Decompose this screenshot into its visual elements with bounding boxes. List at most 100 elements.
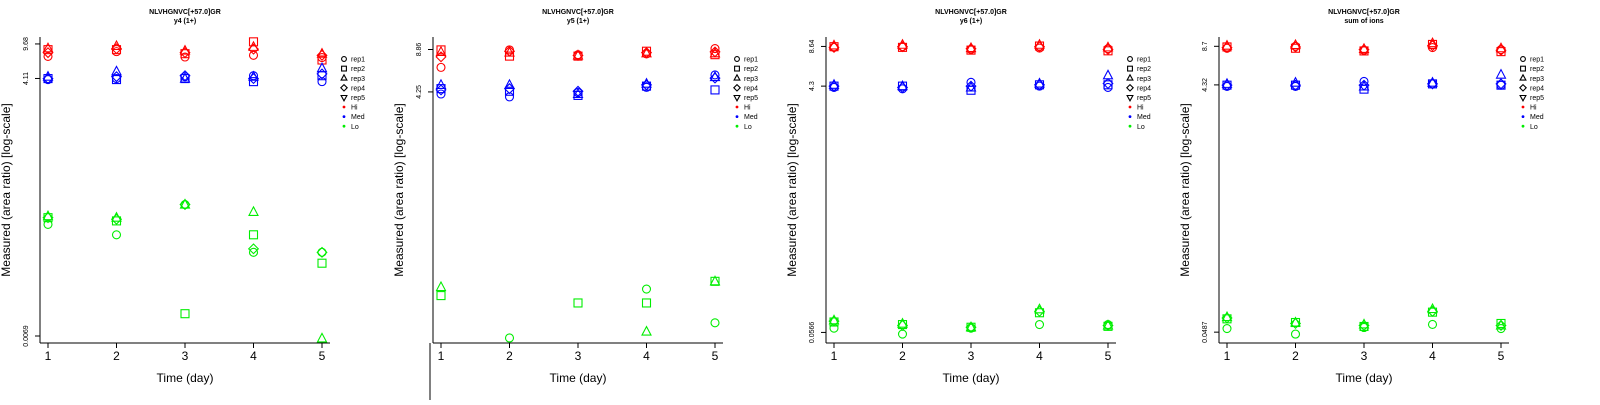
data-point-lo-rep4 xyxy=(316,246,328,258)
data-point-med-rep4 xyxy=(896,81,909,94)
y-tick-label: 4.32 xyxy=(1202,78,1209,92)
legend-label: Hi xyxy=(351,105,358,112)
x-axis-label: Time (day) xyxy=(943,371,1000,385)
data-point-hi-rep4 xyxy=(896,41,909,53)
x-tick-label: 4 xyxy=(643,349,650,363)
legend-symbol-rep5 xyxy=(733,94,741,102)
legend-symbol-rep5 xyxy=(1126,94,1134,102)
x-tick-label: 2 xyxy=(113,349,120,363)
legend-label: Lo xyxy=(351,124,359,131)
data-point-med-rep2 xyxy=(1034,80,1045,90)
data-point-hi-rep2 xyxy=(248,37,259,47)
data-point-hi-rep3 xyxy=(42,42,54,53)
y-tick-label: 0.0566 xyxy=(809,322,816,344)
data-point-lo-rep2 xyxy=(180,309,190,319)
data-point-med-rep3 xyxy=(435,78,447,89)
x-tick-label: 1 xyxy=(831,349,838,363)
legend-symbol-rep3 xyxy=(733,73,741,81)
data-point-lo-rep1 xyxy=(641,284,652,294)
data-point-med-rep4 xyxy=(179,70,191,82)
series-med xyxy=(1221,68,1507,94)
x-tick-label: 4 xyxy=(250,349,257,363)
data-point-hi-rep3 xyxy=(1358,42,1370,53)
data-point-lo-rep4 xyxy=(828,315,840,327)
chart-title: NLVHGNVC[+57.0]GR xyxy=(1328,9,1400,16)
data-point-lo-rep1 xyxy=(1290,329,1301,339)
legend-label: rep2 xyxy=(744,66,758,73)
legend-label: Hi xyxy=(1530,105,1537,112)
data-point-med-rep4 xyxy=(1426,78,1439,90)
x-tick-label: 2 xyxy=(506,349,513,363)
x-tick-label: 1 xyxy=(45,349,52,363)
data-point-hi-rep4 xyxy=(572,49,584,61)
legend-label: Hi xyxy=(1137,105,1144,112)
data-point-hi-rep4 xyxy=(316,49,328,61)
data-point-lo-rep4 xyxy=(1289,317,1302,330)
y-axis-label: Measured (area ratio) [log-scale] xyxy=(1178,103,1192,276)
data-point-lo-rep4 xyxy=(1358,319,1370,332)
chart-panel-2: NLVHGNVC[+57.0]GR y5 (1+) 1 2 3 4 5 4.25 8.86 Tim… xyxy=(392,9,758,385)
legend-label: Lo xyxy=(1137,124,1145,131)
legend-label: rep3 xyxy=(1530,76,1544,83)
data-point-med-rep3 xyxy=(504,78,515,89)
legend-dot-lo xyxy=(342,124,346,128)
series-hi xyxy=(42,37,328,65)
legend-label: rep5 xyxy=(1137,95,1151,102)
data-point-med-rep4 xyxy=(316,68,328,80)
legend-label: rep1 xyxy=(351,57,365,64)
legend-symbol-rep5 xyxy=(340,94,348,102)
data-point-lo-rep3 xyxy=(1358,318,1370,329)
y-axis-label: Measured (area ratio) [log-scale] xyxy=(0,103,13,276)
legend: rep1 rep2 rep3 rep4 rep5 Hi Med Lo xyxy=(1519,56,1544,131)
chart-subtitle: y6 (1+) xyxy=(960,18,982,25)
data-point-med-rep4 xyxy=(1358,79,1370,91)
x-tick-label: 5 xyxy=(319,349,326,363)
data-point-med-rep4 xyxy=(709,72,721,84)
x-tick-label: 1 xyxy=(1224,349,1231,363)
legend-dot-med xyxy=(1521,115,1525,118)
legend-label: rep4 xyxy=(1137,85,1151,92)
data-point-med-rep4 xyxy=(572,85,584,97)
legend-label: Med xyxy=(1137,114,1151,121)
legend-symbol-rep2 xyxy=(734,65,740,72)
data-point-med-rep4 xyxy=(503,83,516,95)
chart-subtitle: y5 (1+) xyxy=(567,18,589,25)
y-tick-label: 4.25 xyxy=(416,85,423,99)
data-point-hi-rep4 xyxy=(640,46,653,59)
legend-label: Med xyxy=(351,114,365,121)
data-point-hi-rep4 xyxy=(1495,44,1507,56)
data-point-med-rep3 xyxy=(1102,69,1114,80)
data-point-lo-rep3 xyxy=(316,332,328,343)
chart-subtitle: y4 (1+) xyxy=(174,18,196,25)
x-axis-label: Time (day) xyxy=(550,371,607,385)
y-axis-label: Measured (area ratio) [log-scale] xyxy=(785,103,799,276)
data-point-lo-rep4 xyxy=(965,321,977,333)
legend-symbol-rep2 xyxy=(1127,65,1133,72)
chart-title: NLVHGNVC[+57.0]GR xyxy=(935,9,1007,16)
legend-label: rep4 xyxy=(1530,85,1544,92)
data-point-hi-rep3 xyxy=(1221,39,1233,50)
data-point-med-rep3 xyxy=(316,62,328,73)
x-tick-label: 3 xyxy=(182,349,189,363)
chart-panel-3: NLVHGNVC[+57.0]GR y6 (1+) 1 2 3 4 5 0.0566 4.3 8.… xyxy=(785,9,1151,385)
data-point-hi-rep1 xyxy=(111,47,122,57)
legend-symbol-rep3 xyxy=(1126,73,1134,81)
legend: rep1 rep2 rep3 rep4 rep5 Hi Med Lo xyxy=(733,56,758,131)
data-point-med-rep1 xyxy=(1103,82,1113,93)
data-point-hi-rep4 xyxy=(709,46,721,58)
series-med xyxy=(42,62,328,87)
data-point-lo-rep4 xyxy=(179,198,191,211)
legend-symbol-rep2 xyxy=(341,65,347,72)
legend-symbol-rep3 xyxy=(1519,73,1527,81)
data-point-hi-rep4 xyxy=(1426,40,1439,52)
data-point-hi-rep3 xyxy=(572,49,584,60)
data-point-hi-rep3 xyxy=(965,41,977,53)
legend-label: Med xyxy=(744,114,758,121)
x-tick-label: 2 xyxy=(899,349,906,363)
data-point-lo-rep3 xyxy=(641,325,652,336)
data-point-lo-rep1 xyxy=(1427,319,1438,330)
data-point-lo-rep3 xyxy=(1495,319,1507,330)
legend-label: rep2 xyxy=(1530,66,1544,73)
